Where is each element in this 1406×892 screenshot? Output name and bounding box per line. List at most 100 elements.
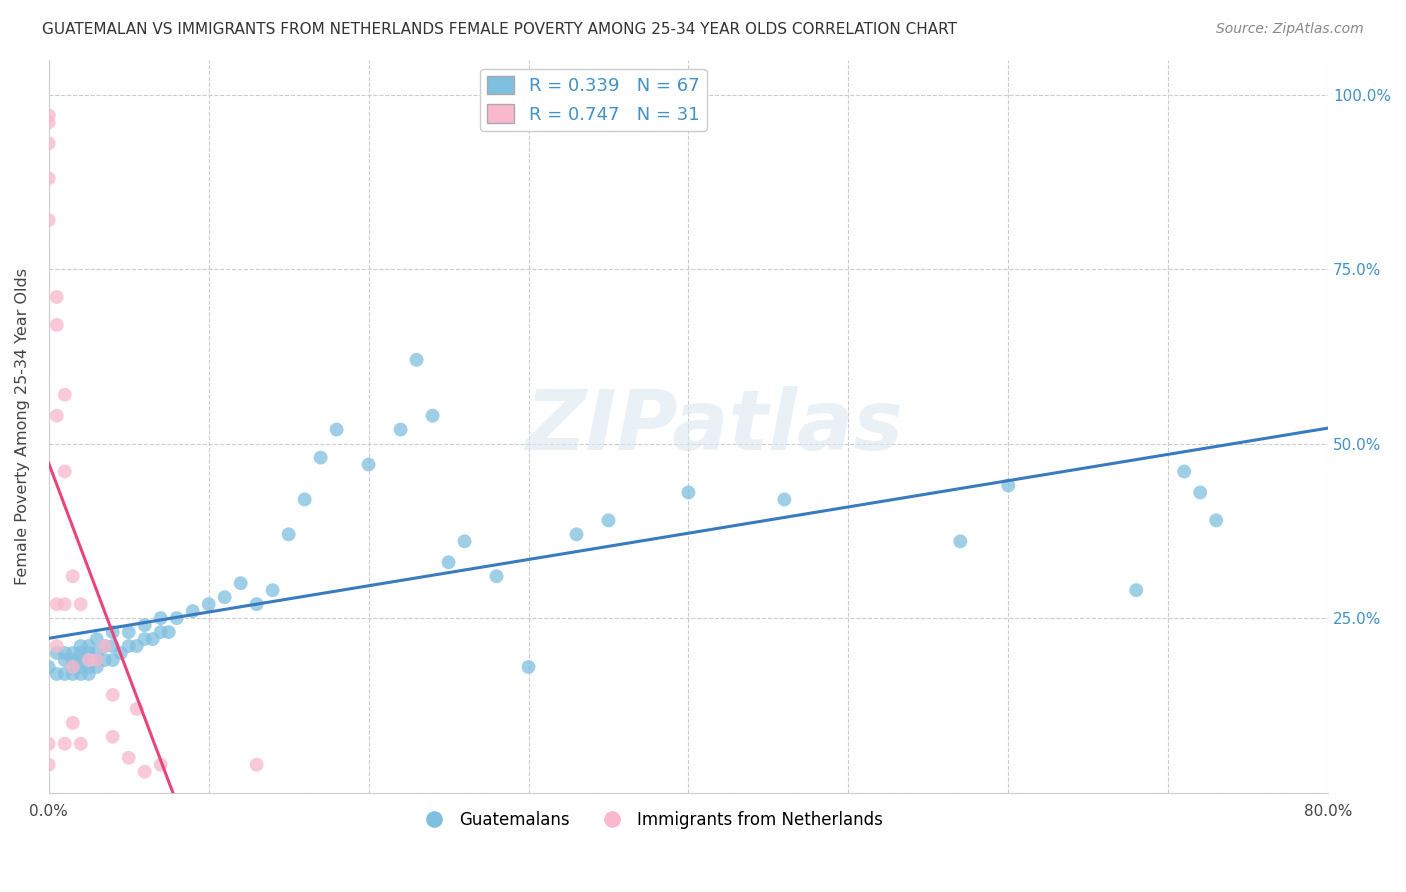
Point	[38, 171, 60, 186]
Point	[149, 757, 172, 772]
Point	[62, 569, 84, 583]
Point	[773, 492, 796, 507]
Point	[134, 764, 156, 779]
Point	[86, 653, 108, 667]
Point	[125, 639, 148, 653]
Point	[69, 667, 91, 681]
Point	[246, 597, 269, 611]
Point	[38, 115, 60, 129]
Point	[38, 213, 60, 227]
Point	[69, 646, 91, 660]
Point	[949, 534, 972, 549]
Point	[53, 597, 76, 611]
Point	[93, 639, 115, 653]
Point	[389, 423, 412, 437]
Point	[1173, 465, 1195, 479]
Legend: Guatemalans, Immigrants from Netherlands: Guatemalans, Immigrants from Netherlands	[411, 805, 889, 836]
Point	[517, 660, 540, 674]
Point	[38, 660, 60, 674]
Point	[77, 667, 100, 681]
Point	[437, 555, 460, 569]
Point	[125, 702, 148, 716]
Point	[214, 590, 236, 604]
Point	[110, 646, 132, 660]
Point	[69, 639, 91, 653]
Point	[277, 527, 299, 541]
Point	[197, 597, 219, 611]
Point	[997, 478, 1019, 492]
Point	[134, 618, 156, 632]
Point	[309, 450, 332, 465]
Point	[229, 576, 252, 591]
Point	[118, 639, 141, 653]
Point	[357, 458, 380, 472]
Point	[45, 409, 67, 423]
Point	[93, 639, 115, 653]
Point	[101, 639, 124, 653]
Point	[77, 660, 100, 674]
Point	[86, 632, 108, 646]
Point	[149, 625, 172, 640]
Point	[485, 569, 508, 583]
Point	[118, 750, 141, 764]
Point	[1189, 485, 1212, 500]
Point	[69, 737, 91, 751]
Point	[1125, 583, 1147, 598]
Point	[86, 653, 108, 667]
Point	[38, 757, 60, 772]
Point	[38, 136, 60, 151]
Text: GUATEMALAN VS IMMIGRANTS FROM NETHERLANDS FEMALE POVERTY AMONG 25-34 YEAR OLDS C: GUATEMALAN VS IMMIGRANTS FROM NETHERLAND…	[42, 22, 957, 37]
Point	[181, 604, 204, 618]
Point	[77, 653, 100, 667]
Point	[118, 625, 141, 640]
Point	[69, 660, 91, 674]
Point	[45, 646, 67, 660]
Point	[38, 737, 60, 751]
Point	[45, 639, 67, 653]
Point	[453, 534, 475, 549]
Point	[86, 660, 108, 674]
Point	[53, 465, 76, 479]
Point	[62, 660, 84, 674]
Point	[101, 625, 124, 640]
Point	[45, 318, 67, 332]
Point	[69, 653, 91, 667]
Point	[101, 653, 124, 667]
Point	[45, 667, 67, 681]
Point	[678, 485, 700, 500]
Point	[101, 688, 124, 702]
Point	[53, 646, 76, 660]
Point	[101, 730, 124, 744]
Point	[45, 597, 67, 611]
Point	[53, 653, 76, 667]
Point	[405, 352, 427, 367]
Text: ZIPatlas: ZIPatlas	[524, 385, 903, 467]
Point	[38, 108, 60, 122]
Y-axis label: Female Poverty Among 25-34 Year Olds: Female Poverty Among 25-34 Year Olds	[15, 268, 30, 584]
Point	[93, 653, 115, 667]
Point	[53, 737, 76, 751]
Text: Source: ZipAtlas.com: Source: ZipAtlas.com	[1216, 22, 1364, 37]
Point	[149, 611, 172, 625]
Point	[325, 423, 347, 437]
Point	[62, 646, 84, 660]
Point	[422, 409, 444, 423]
Point	[62, 653, 84, 667]
Point	[53, 388, 76, 402]
Point	[142, 632, 165, 646]
Point	[262, 583, 284, 598]
Point	[86, 646, 108, 660]
Point	[69, 597, 91, 611]
Point	[294, 492, 316, 507]
Point	[45, 290, 67, 304]
Point	[246, 757, 269, 772]
Point	[53, 667, 76, 681]
Point	[62, 715, 84, 730]
Point	[62, 667, 84, 681]
Point	[134, 632, 156, 646]
Point	[598, 513, 620, 527]
Point	[166, 611, 188, 625]
Point	[157, 625, 180, 640]
Point	[1205, 513, 1227, 527]
Point	[565, 527, 588, 541]
